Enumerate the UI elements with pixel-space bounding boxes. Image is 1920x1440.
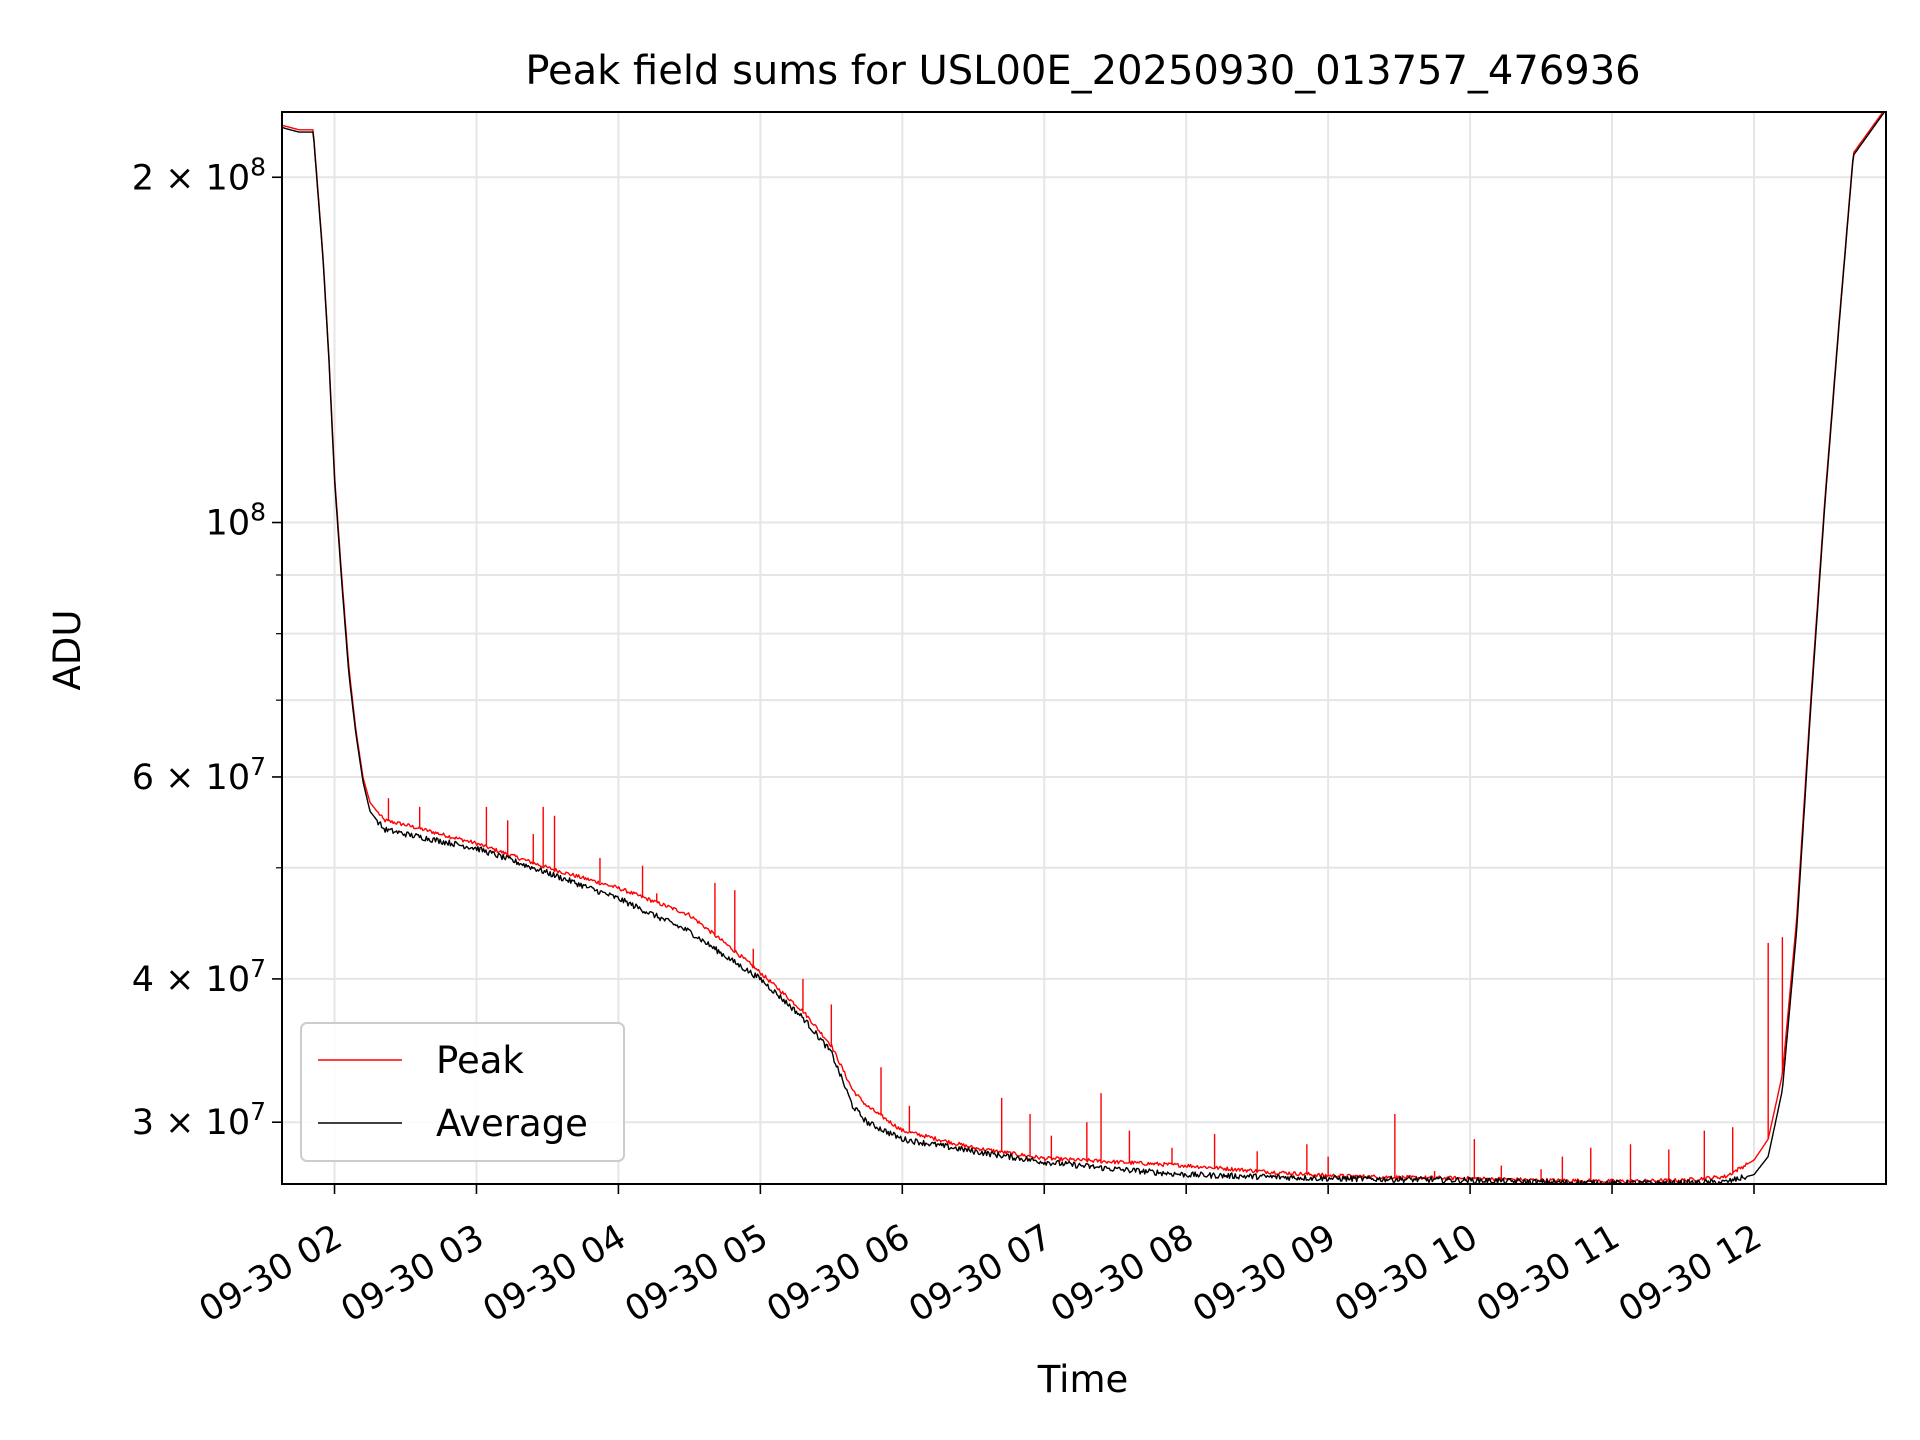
y-tick-label: 6 × 107	[132, 752, 266, 798]
legend: Peak Average	[300, 1022, 625, 1162]
legend-average-label: Average	[436, 1102, 588, 1145]
y-tick-label-base: 6 × 10	[132, 758, 250, 798]
legend-box	[300, 1022, 625, 1162]
y-tick-label: 3 × 107	[132, 1097, 266, 1143]
series-line-average	[282, 112, 1886, 1184]
series-layer	[282, 112, 1886, 1184]
y-tick-label-base: 10	[206, 504, 251, 544]
y-axis-label: ADU	[46, 610, 89, 691]
y-tick-label-exponent: 7	[250, 752, 266, 781]
chart-title: Peak field sums for USL00E_20250930_0137…	[525, 48, 1640, 94]
y-tick-label-exponent: 8	[250, 152, 266, 181]
y-tick-label: 2 × 108	[132, 152, 266, 198]
x-axis-label: Time	[1037, 1358, 1129, 1401]
y-tick-label-base: 2 × 10	[132, 158, 250, 198]
plot-frame	[281, 111, 1887, 1185]
y-tick-label-exponent: 7	[250, 1097, 266, 1126]
y-tick-label: 4 × 107	[132, 954, 266, 1000]
y-tick-label-exponent: 8	[250, 498, 266, 527]
y-tick-label-base: 4 × 10	[132, 960, 250, 1000]
y-tick-label-base: 3 × 10	[132, 1103, 250, 1143]
y-tick-label-exponent: 7	[250, 954, 266, 983]
legend-peak-label: Peak	[436, 1039, 524, 1082]
y-tick-label: 108	[206, 498, 266, 544]
